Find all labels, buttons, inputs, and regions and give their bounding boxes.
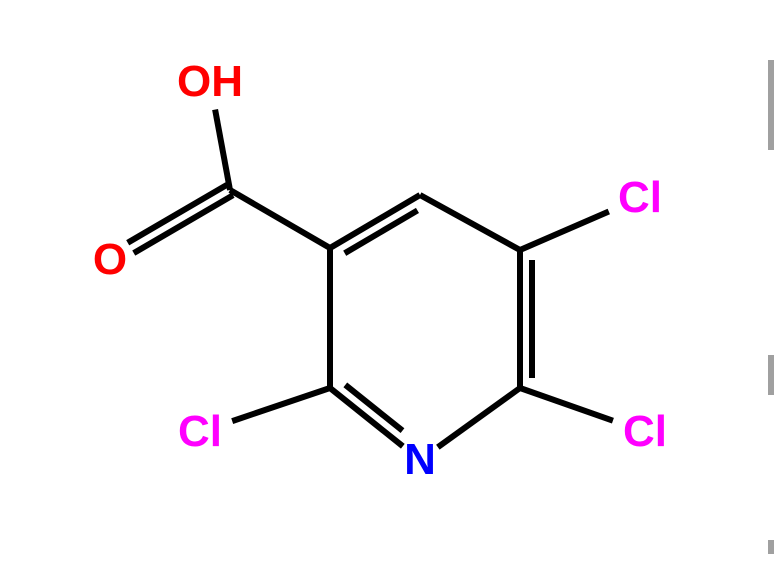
atom-OH: OH (177, 57, 243, 107)
atom-Cl_bl: Cl (178, 407, 222, 457)
atom-Cl_br: Cl (623, 407, 667, 457)
window-edge-artifact (768, 540, 774, 554)
atom-O: O (93, 235, 127, 285)
window-edge-artifact (768, 60, 774, 150)
molecule-canvas: OH O Cl Cl Cl N (0, 0, 777, 561)
atom-N: N (404, 435, 436, 485)
window-edge-artifact (768, 355, 774, 395)
atom-Cl_tr: Cl (618, 173, 662, 223)
